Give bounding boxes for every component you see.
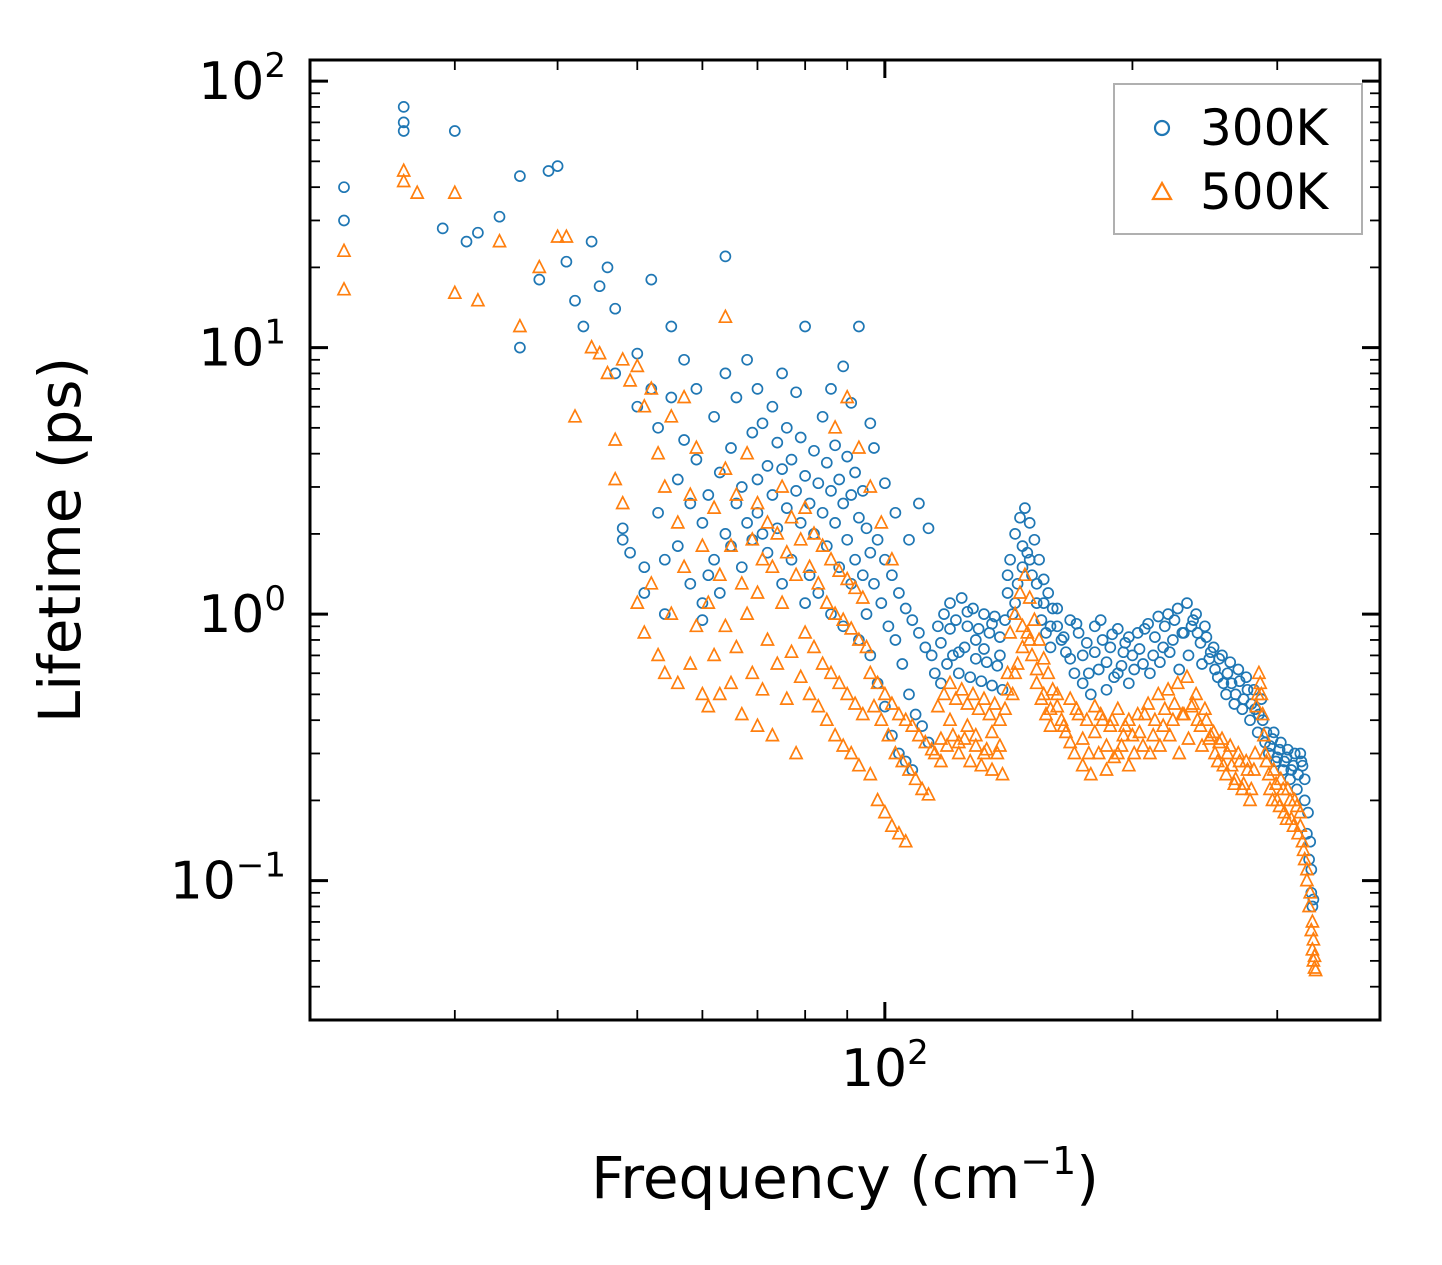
y-tick-label: 101 <box>198 313 286 379</box>
plot-frame <box>308 58 1382 1022</box>
y-axis-label: Lifetime (ps) <box>26 357 94 723</box>
series-500K-points <box>336 162 1323 977</box>
legend-marker-300K-circle-icon <box>1153 119 1171 137</box>
y-tick-label: 10−1 <box>170 846 286 912</box>
legend-box <box>1113 83 1363 235</box>
legend-marker-500K-triangle-icon <box>1151 180 1173 201</box>
legend: 300K 500K <box>1113 83 1363 235</box>
x-axis-label: Frequency (cm−1) <box>591 1139 1099 1212</box>
x-tick-label: 102 <box>841 1033 929 1099</box>
legend-label-300K: 300K <box>1200 99 1329 157</box>
axis-ticks <box>310 60 1380 1020</box>
y-tick-labels: 102 101 100 10−1 <box>170 46 286 912</box>
legend-label-500K: 500K <box>1200 163 1329 221</box>
x-tick-labels: 102 <box>841 1033 929 1099</box>
y-tick-label: 102 <box>198 46 286 112</box>
y-tick-label: 100 <box>198 579 286 645</box>
